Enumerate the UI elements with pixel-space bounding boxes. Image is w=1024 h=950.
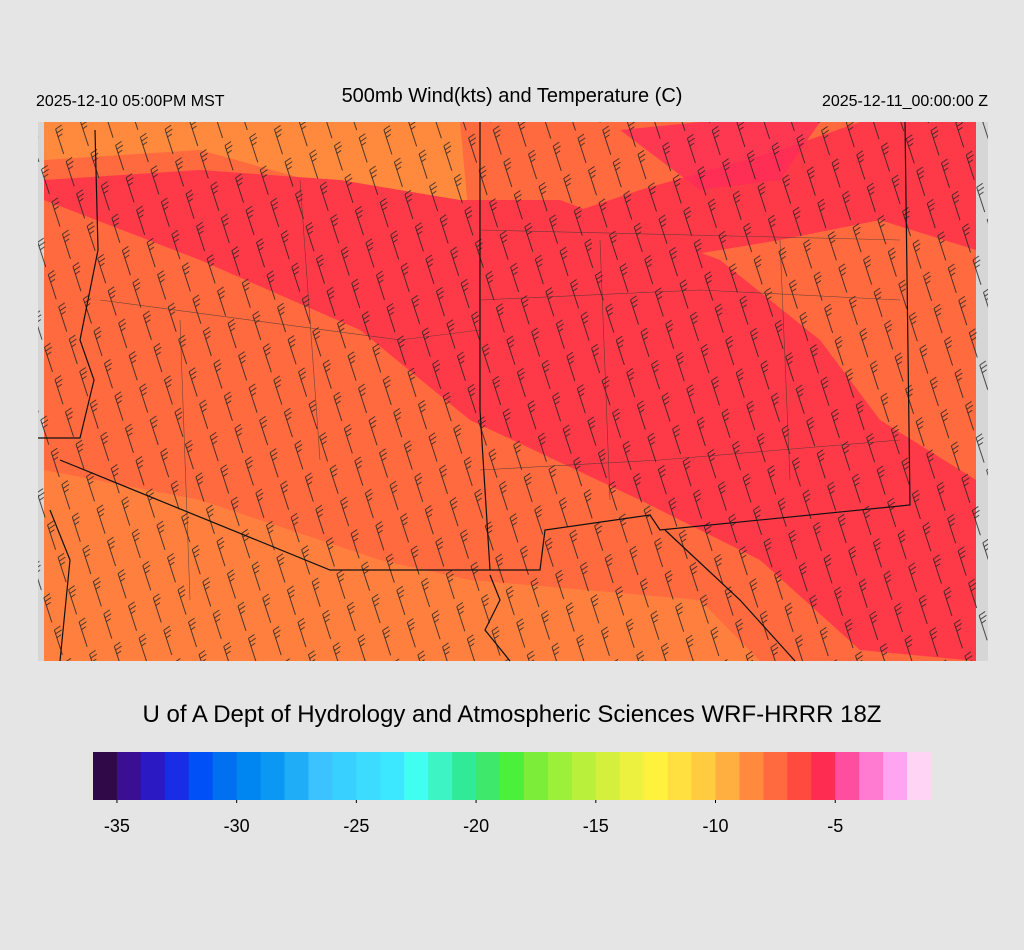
colorbar-box	[883, 752, 908, 800]
colorbar-box	[835, 752, 860, 800]
colorbar-box	[212, 752, 238, 800]
colorbar-box	[308, 752, 333, 800]
colorbar-box	[476, 752, 501, 800]
colorbar-box	[140, 752, 166, 800]
map-title: 500mb Wind(kts) and Temperature (C)	[342, 85, 683, 107]
colorbar-box	[356, 752, 381, 800]
colorbar-box	[667, 752, 693, 800]
colorbar-box	[260, 752, 286, 800]
colorbar-box	[907, 752, 932, 800]
colorbar-box	[188, 752, 214, 800]
colorbar-box	[404, 752, 429, 800]
colorbar-box	[116, 752, 142, 800]
colorbar-tick-label: -10	[703, 816, 729, 836]
state-borders	[38, 121, 911, 662]
colorbar-box	[763, 752, 788, 800]
colorbar: -35 -30 -25 -20 -15 -10 -5	[93, 752, 932, 836]
colorbar-tick-label: -20	[463, 816, 489, 836]
map	[38, 121, 988, 662]
valid-time-utc: 2025-12-11_00:00:00 Z	[822, 93, 988, 110]
colorbar-box	[523, 752, 549, 800]
colorbar-box	[715, 752, 740, 800]
colorbar-box	[619, 752, 645, 800]
colorbar-box	[284, 752, 309, 800]
colorbar-tick-label: -30	[224, 816, 250, 836]
colorbar-box	[332, 752, 357, 800]
colorbar-box	[93, 752, 118, 800]
colorbar-box	[500, 752, 525, 800]
colorbar-box	[452, 752, 477, 800]
colorbar-box	[428, 752, 453, 800]
colorbar-box	[787, 752, 812, 800]
colorbar-box	[547, 752, 573, 800]
colorbar-box	[164, 752, 190, 800]
valid-time-local: 2025-12-10 05:00PM MST	[36, 93, 225, 110]
colorbar-box	[571, 752, 597, 800]
colorbar-box	[859, 752, 884, 800]
colorbar-box	[595, 752, 621, 800]
colorbar-box	[691, 752, 717, 800]
colorbar-box	[739, 752, 764, 800]
colorbar-tick-label: -35	[104, 816, 130, 836]
footer-credit: U of A Dept of Hydrology and Atmospheric…	[143, 701, 882, 728]
colorbar-tick-label: -15	[583, 816, 609, 836]
colorbar-box	[236, 752, 262, 800]
colorbar-box	[643, 752, 669, 800]
colorbar-box	[811, 752, 836, 800]
county-borders	[99, 179, 901, 601]
colorbar-tick-label: -25	[343, 816, 369, 836]
colorbar-tick-label: -5	[827, 816, 843, 836]
wind-barbs	[38, 122, 988, 661]
colorbar-box	[380, 752, 405, 800]
